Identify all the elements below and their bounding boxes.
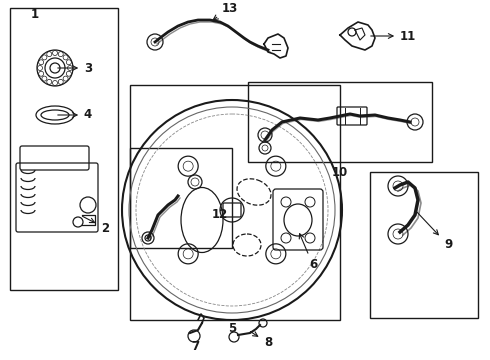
Text: 3: 3 <box>58 62 92 75</box>
Text: 2: 2 <box>82 216 109 234</box>
Text: 4: 4 <box>58 108 92 122</box>
Text: 1: 1 <box>31 9 39 22</box>
Text: 7: 7 <box>191 339 199 352</box>
Bar <box>248 82 432 162</box>
Text: 11: 11 <box>371 30 416 42</box>
Bar <box>130 85 340 320</box>
Text: 8: 8 <box>250 332 272 350</box>
Bar <box>10 8 118 290</box>
Text: 12: 12 <box>212 208 228 221</box>
Bar <box>370 172 478 318</box>
Bar <box>130 148 232 248</box>
Text: 13: 13 <box>213 1 238 20</box>
Text: 10: 10 <box>332 166 348 179</box>
Text: 6: 6 <box>299 234 317 271</box>
Text: 9: 9 <box>417 212 452 252</box>
Text: 5: 5 <box>228 321 236 334</box>
